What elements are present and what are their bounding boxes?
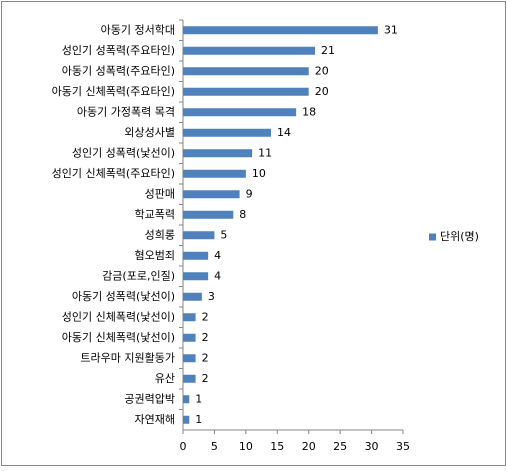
data-label: 8: [239, 208, 246, 221]
data-label: 4: [214, 269, 221, 282]
data-label: 14: [277, 126, 291, 139]
bar: [183, 149, 253, 158]
bar: [183, 395, 190, 404]
y-tick-label: 아동기 신체폭력(낯선이): [62, 331, 175, 344]
x-tick-label: 10: [239, 440, 253, 453]
legend-swatch: [429, 233, 436, 241]
bar: [183, 67, 309, 76]
y-tick-label: 혐오범죄: [135, 249, 175, 262]
y-tick-label: 자연재해: [135, 412, 175, 426]
y-tick-label: 아동기 가정폭력 목격: [77, 105, 175, 118]
data-label: 4: [214, 249, 221, 262]
bar: [183, 128, 271, 137]
data-label: 2: [202, 331, 209, 344]
data-label: 10: [252, 167, 266, 180]
data-label: 20: [315, 85, 329, 98]
bar: [183, 415, 190, 424]
bar: [183, 46, 315, 55]
data-label: 1: [195, 392, 202, 405]
y-tick-label: 성판매: [145, 187, 175, 200]
bar: [183, 87, 309, 96]
data-label: 20: [315, 64, 329, 77]
x-tick-label: 15: [270, 440, 284, 453]
y-tick-label: 유산: [155, 372, 175, 385]
x-tick-label: 30: [365, 440, 379, 453]
bar: [183, 333, 196, 342]
y-tick-label: 아동기 신체폭력(주요타인): [52, 85, 175, 98]
y-tick-label: 트라우마 지원활동가: [80, 350, 175, 364]
y-tick-label: 아동기 성폭력(주요타인): [62, 64, 175, 77]
y-tick-label: 성인기 성폭력(주요타인): [62, 44, 175, 57]
y-tick-label: 아동기 성폭력(낯선이): [72, 290, 175, 303]
data-label: 18: [302, 105, 316, 118]
bar: [183, 169, 246, 178]
data-label: 11: [258, 146, 272, 159]
bar: [183, 26, 378, 35]
bar: [183, 108, 297, 117]
data-label: 1: [195, 413, 202, 426]
data-label: 3: [208, 290, 215, 303]
y-tick-label: 성희롱: [145, 228, 175, 241]
data-label: 31: [384, 23, 398, 36]
y-tick-label: 성인기 신체폭력(낯선이): [62, 310, 175, 323]
bar: [183, 251, 209, 260]
bar: [183, 374, 196, 383]
x-tick-label: 0: [180, 440, 187, 453]
x-tick-label: 20: [302, 440, 316, 453]
bar: [183, 272, 209, 281]
x-tick-label: 5: [211, 440, 218, 453]
legend-label: 단위(명): [440, 230, 479, 243]
bar: [183, 190, 240, 199]
bar: [183, 354, 196, 363]
data-label: 9: [246, 187, 253, 200]
bar: [183, 231, 215, 240]
data-label: 21: [321, 44, 335, 57]
y-tick-label: 학교폭력: [135, 208, 175, 221]
y-tick-label: 성인기 성폭력(낯선이): [72, 146, 175, 159]
x-tick-label: 35: [396, 440, 410, 453]
bar: [183, 292, 202, 301]
data-label: 5: [220, 228, 227, 241]
data-label: 2: [202, 351, 209, 364]
bar: [183, 313, 196, 322]
data-label: 2: [202, 372, 209, 385]
y-tick-label: 외상성사별: [124, 126, 175, 139]
y-tick-label: 감금(포로,인질): [102, 269, 175, 282]
bar: [183, 210, 234, 219]
y-tick-label: 성인기 신체폭력(주요타인): [52, 167, 175, 180]
data-label: 2: [202, 310, 209, 323]
y-tick-label: 아동기 정서학대: [101, 23, 175, 36]
x-tick-label: 25: [333, 440, 347, 453]
y-tick-label: 공권력압박: [124, 392, 175, 405]
